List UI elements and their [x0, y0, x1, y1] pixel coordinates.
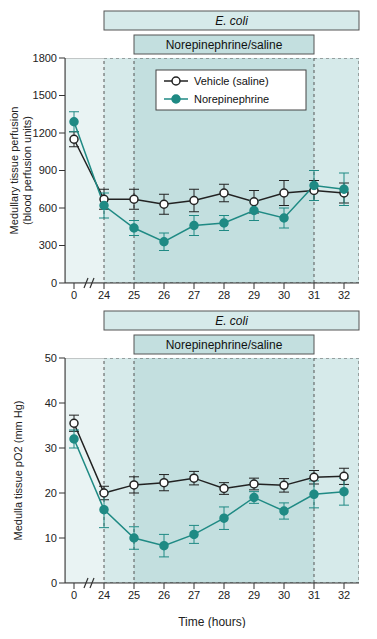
svg-text:1800: 1800 [33, 52, 57, 64]
svg-text:27: 27 [188, 289, 200, 301]
svg-text:900: 900 [39, 164, 57, 176]
svg-text:0: 0 [51, 577, 57, 589]
svg-text:26: 26 [158, 589, 170, 601]
svg-text:Norepinephrine/saline: Norepinephrine/saline [166, 38, 283, 52]
svg-text:40: 40 [45, 397, 57, 409]
svg-text:10: 10 [45, 532, 57, 544]
svg-text:24: 24 [98, 289, 110, 301]
svg-text:24: 24 [98, 589, 110, 601]
svg-text:30: 30 [278, 589, 290, 601]
svg-text:28: 28 [218, 289, 230, 301]
svg-text:27: 27 [188, 589, 200, 601]
svg-text:20: 20 [45, 487, 57, 499]
svg-text:50: 50 [45, 352, 57, 364]
svg-text:30: 30 [45, 442, 57, 454]
svg-text:30: 30 [278, 289, 290, 301]
svg-text:29: 29 [248, 589, 260, 601]
svg-text:E. coli: E. coli [215, 314, 248, 328]
svg-text:600: 600 [39, 202, 57, 214]
svg-text:29: 29 [248, 289, 260, 301]
svg-text:31: 31 [308, 289, 320, 301]
svg-text:0: 0 [71, 289, 77, 301]
svg-text:300: 300 [39, 239, 57, 251]
svg-text:1200: 1200 [33, 127, 57, 139]
svg-text:28: 28 [218, 589, 230, 601]
svg-text:25: 25 [128, 589, 140, 601]
svg-text:31: 31 [308, 589, 320, 601]
svg-text:32: 32 [338, 289, 350, 301]
svg-text:Norepinephrine: Norepinephrine [194, 93, 269, 105]
svg-text:E. coli: E. coli [215, 14, 248, 28]
svg-text:Medullary tissue perfusion(blo: Medullary tissue perfusion(blood perfusi… [8, 107, 33, 235]
svg-text:Norepinephrine/saline: Norepinephrine/saline [166, 338, 283, 352]
svg-text:26: 26 [158, 289, 170, 301]
svg-text:Medulla tissue pO2 (mm Hg): Medulla tissue pO2 (mm Hg) [12, 401, 24, 541]
svg-text:1500: 1500 [33, 89, 57, 101]
svg-text:Vehicle (saline): Vehicle (saline) [194, 75, 269, 87]
svg-text:Time (hours): Time (hours) [178, 615, 246, 628]
svg-text:0: 0 [51, 277, 57, 289]
svg-text:0: 0 [71, 589, 77, 601]
svg-text:32: 32 [338, 589, 350, 601]
svg-text:25: 25 [128, 289, 140, 301]
